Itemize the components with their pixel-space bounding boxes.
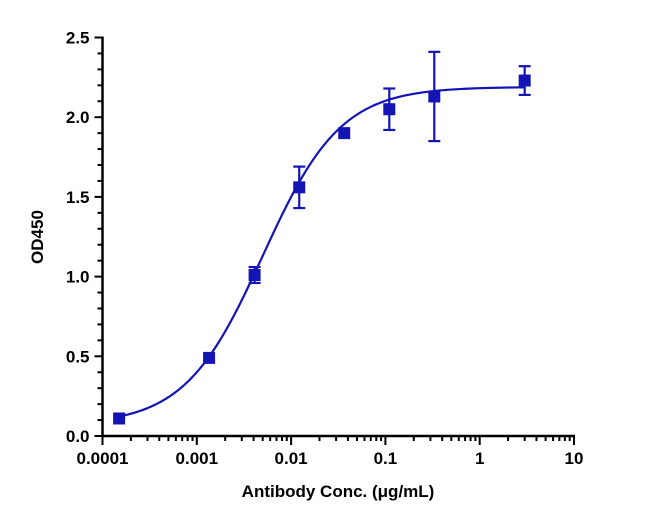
y-tick-label: 0.0 [66,427,90,446]
data-point [428,50,441,143]
x-axis-label: Antibody Conc. (μg/mL) [242,482,435,501]
data-point [203,351,216,364]
y-tick-label: 2.0 [66,108,90,127]
y-tick-label: 2.5 [66,29,90,48]
x-tick-label: 0.01 [275,449,308,468]
square-marker [428,90,441,103]
axes [94,36,575,445]
square-marker [203,351,216,364]
x-tick-label: 0.001 [176,449,219,468]
y-tick-label: 1.5 [66,188,90,207]
fit-curve [118,86,525,418]
data-points-layer [113,50,531,425]
tick-labels: 0.0 0.5 1.0 1.5 2.0 2.5 0.0001 0.001 0.01 0.1 1 10 [66,29,584,469]
x-tick-label: 0.1 [374,449,398,468]
square-marker [383,103,396,116]
y-axis-label: OD450 [28,210,47,264]
square-marker [518,74,531,87]
y-tick-label: 0.5 [66,347,90,366]
square-marker [293,181,306,194]
x-tick-label: 10 [565,449,584,468]
data-point [248,265,261,285]
data-point [518,65,531,96]
x-tick-label: 1 [475,449,484,468]
x-tick-label: 0.0001 [77,449,129,468]
data-point [338,127,351,140]
square-marker [338,127,351,140]
square-marker [113,412,126,425]
data-point [113,412,126,425]
square-marker [248,269,261,282]
fit-curve-layer [118,86,525,418]
y-tick-label: 1.0 [66,268,90,287]
data-point [293,165,306,210]
data-point [383,87,396,132]
